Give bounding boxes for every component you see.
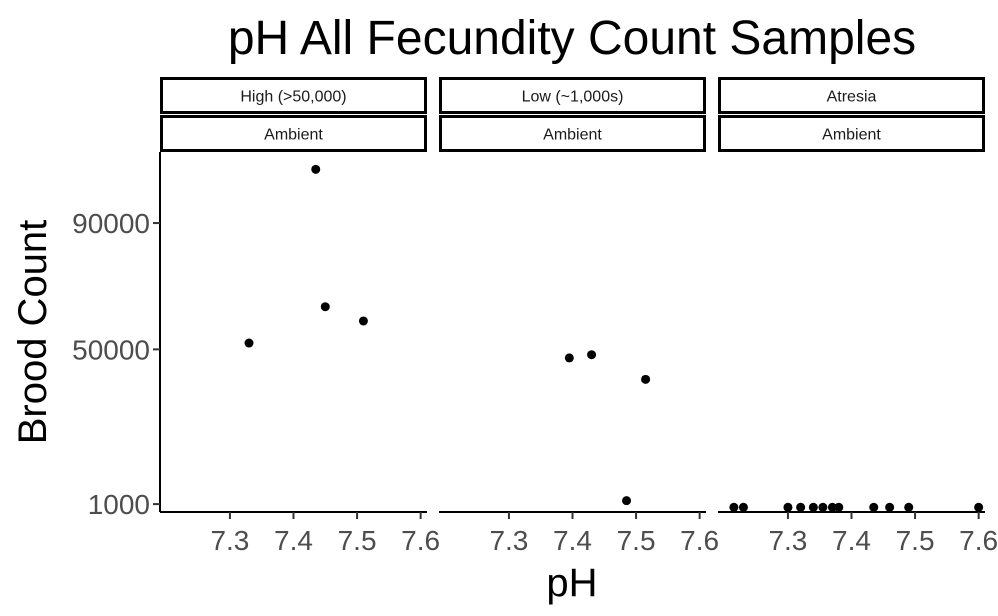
x-tick-label: 7.3 — [768, 525, 807, 556]
data-point — [738, 502, 748, 512]
facet-panel: High (>50,000) Ambient 7.3 7.4 7.5 7.6 — [160, 77, 440, 556]
data-point — [818, 502, 828, 512]
x-tick-label: 7.6 — [680, 525, 719, 556]
x-tick-label: 7.6 — [401, 525, 440, 556]
data-point — [244, 338, 254, 348]
x-tick-label: 7.5 — [896, 525, 935, 556]
strip-bottom-label: Ambient — [543, 127, 602, 144]
y-axis: 1000 50000 90000 — [72, 152, 161, 520]
data-point — [358, 316, 368, 326]
strip-bottom-label: Ambient — [264, 127, 323, 144]
data-point — [564, 353, 574, 363]
data-point — [622, 496, 632, 506]
y-tick-label: 1000 — [88, 489, 150, 520]
y-tick-label: 50000 — [72, 334, 150, 365]
strip-top-label: Atresia — [827, 89, 877, 106]
data-point — [587, 350, 597, 360]
x-tick-label: 7.3 — [210, 525, 249, 556]
x-axis-title: pH — [546, 561, 597, 605]
data-point — [834, 502, 844, 512]
x-tick-label: 7.4 — [274, 525, 313, 556]
data-point — [904, 502, 914, 512]
chart-title: pH All Fecundity Count Samples — [228, 12, 916, 65]
facet-panel: Low (~1,000s) Ambient 7.3 7.4 7.5 7.6 — [439, 77, 719, 556]
strip-top-box — [718, 77, 985, 114]
y-axis-title: Brood Count — [11, 220, 55, 445]
strip-top-box — [160, 77, 427, 114]
data-point — [311, 164, 321, 174]
x-tick-label: 7.5 — [338, 525, 377, 556]
strip-top-label: High (>50,000) — [240, 89, 346, 106]
x-tick-label: 7.3 — [489, 525, 528, 556]
data-point — [974, 502, 984, 512]
data-point — [885, 502, 895, 512]
x-tick-label: 7.6 — [959, 525, 998, 556]
strip-bottom-box — [160, 115, 427, 152]
strip-bottom-box — [439, 115, 706, 152]
data-point — [783, 502, 793, 512]
data-point — [796, 502, 806, 512]
data-point — [729, 502, 739, 512]
data-point — [827, 502, 837, 512]
strip-bottom-box — [718, 115, 985, 152]
data-point — [808, 502, 818, 512]
y-tick-label: 90000 — [72, 208, 150, 239]
data-point — [869, 502, 879, 512]
strip-bottom-label: Ambient — [822, 127, 881, 144]
strip-top-box — [439, 77, 706, 114]
data-point — [641, 374, 651, 384]
facet-panel: Atresia Ambient 7.3 7.4 7.5 7.6 — [718, 77, 998, 556]
data-point — [320, 302, 330, 312]
strip-top-label: Low (~1,000s) — [522, 89, 624, 106]
x-tick-label: 7.4 — [553, 525, 592, 556]
x-tick-label: 7.4 — [832, 525, 871, 556]
x-tick-label: 7.5 — [617, 525, 656, 556]
